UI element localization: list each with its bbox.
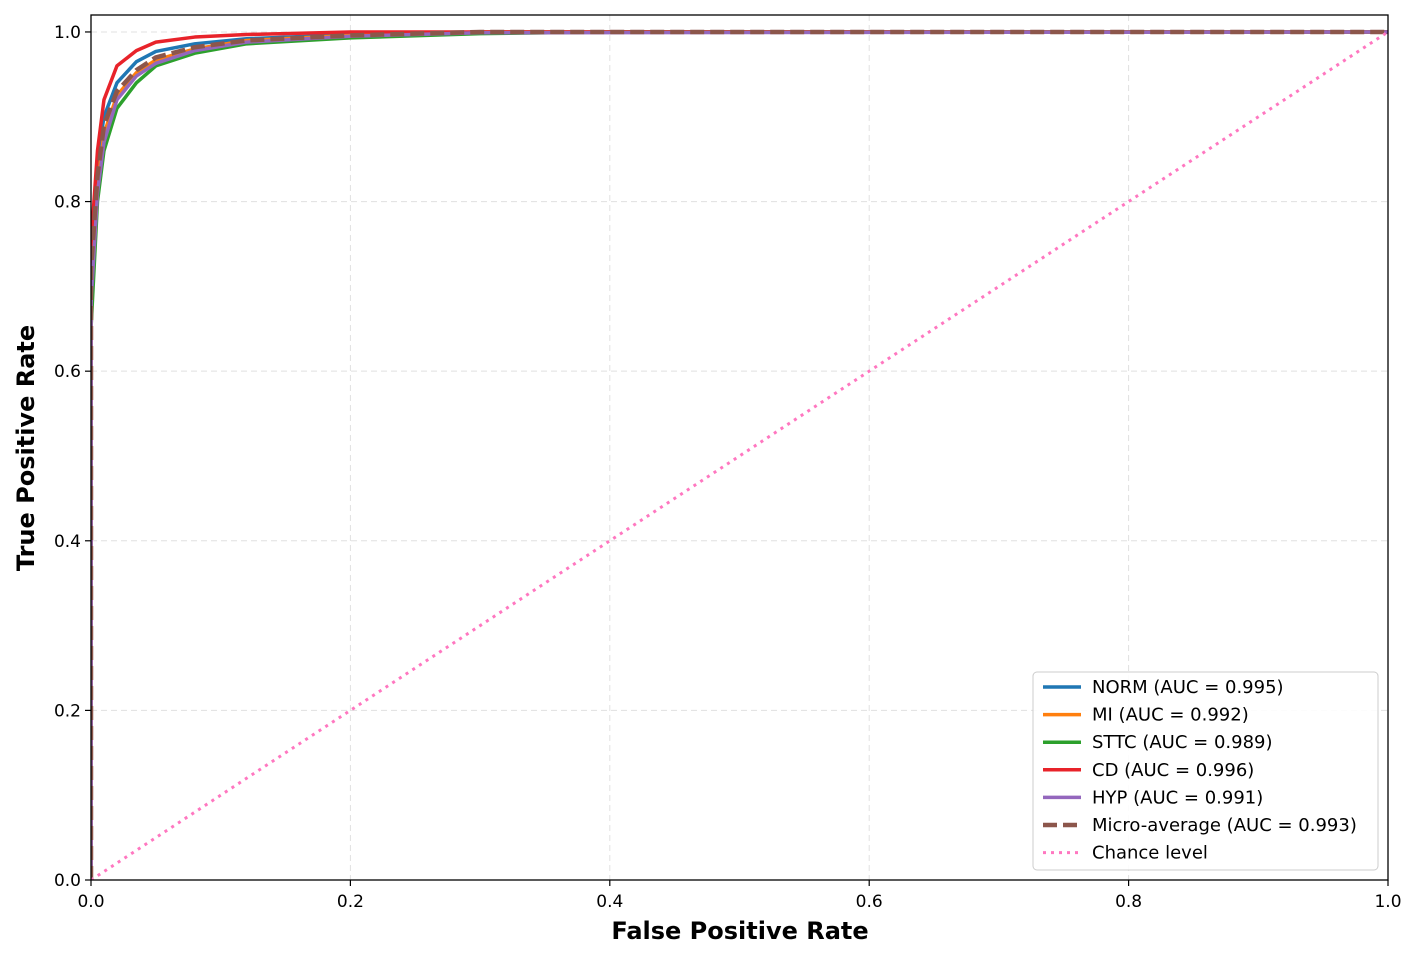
plot-frame [90,14,1389,881]
legend-label: MI (AUC = 0.992) [1092,705,1249,726]
roc-line [91,30,1388,880]
y-tick-label: 0.2 [54,701,81,721]
roc-line [91,29,1388,880]
x-tick-label: 0.0 [77,892,104,912]
legend-box [1032,671,1379,871]
x-tick-label: 0.8 [1115,892,1142,912]
y-axis-label: True Positive Rate [12,325,40,571]
legend-label: STTC (AUC = 0.989) [1092,732,1273,753]
y-tick-label: 0.0 [54,871,81,891]
x-tick-label: 0.4 [596,892,623,912]
x-tick-label: 0.2 [337,892,364,912]
legend-label: Micro-average (AUC = 0.993) [1092,815,1357,836]
legend-label: HYP (AUC = 0.991) [1092,787,1263,808]
legend-label: Chance level [1092,843,1208,864]
roc-line [91,30,1388,880]
x-tick-label: 0.6 [856,892,883,912]
y-tick-label: 0.4 [54,532,81,552]
legend-label: CD (AUC = 0.996) [1092,760,1254,781]
x-axis-label: False Positive Rate [611,917,868,945]
legend-label: NORM (AUC = 0.995) [1092,677,1284,698]
y-tick-label: 0.6 [54,362,81,382]
y-tick-label: 1.0 [54,23,81,43]
y-tick-label: 0.8 [54,193,81,213]
x-tick-label: 1.0 [1374,892,1401,912]
